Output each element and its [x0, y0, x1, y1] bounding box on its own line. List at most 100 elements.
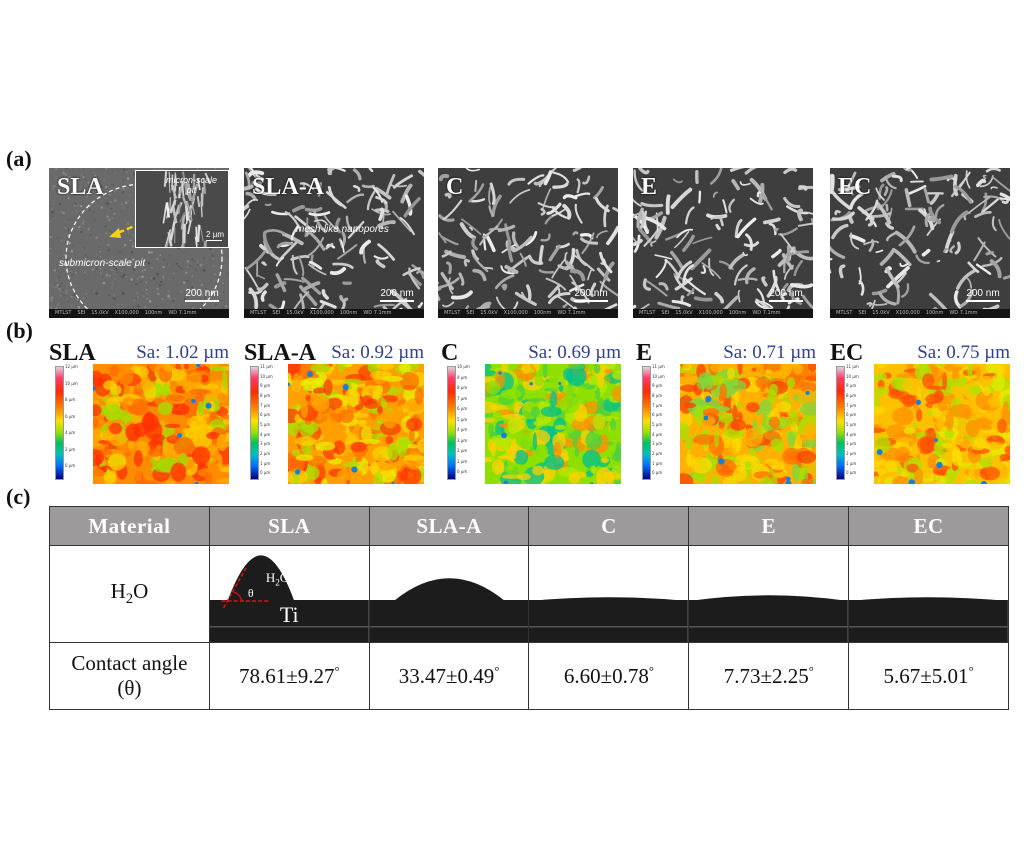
- color-scale-tick: 8 µm: [457, 385, 468, 391]
- color-scale-tick: 1 µm: [652, 460, 663, 466]
- degree-symbol: °: [494, 663, 500, 678]
- color-scale-tick: 4 µm: [457, 427, 468, 433]
- color-scale-tick: 10 µm: [65, 380, 78, 386]
- submicron-annotation: submicron-scale pit: [59, 258, 146, 269]
- color-scale-tick: 11 µm: [652, 364, 665, 369]
- color-scale-tick: 10 µm: [846, 373, 859, 379]
- sem-texture: [438, 168, 618, 318]
- height-map: [93, 364, 229, 484]
- panel-label-b: (b): [6, 318, 33, 343]
- color-scale-tick: 9 µm: [457, 374, 468, 380]
- color-scale-tick: 4 µm: [652, 431, 663, 437]
- color-scale-bar: [836, 366, 845, 480]
- sem-inset: micron-scale pit 2 µm: [135, 170, 229, 248]
- color-scale-tick: 1 µm: [260, 460, 271, 466]
- color-scale-tick: 1 µm: [846, 460, 857, 466]
- color-scale-tick: 8 µm: [65, 397, 76, 403]
- topography-e: E Sa: 0.71 µm 11 µm 10 µm 9 µm 8 µm 7 µm 6 µm 5 …: [636, 340, 816, 490]
- color-scale-tick: 5 µm: [457, 416, 468, 422]
- color-scale-tick: 10 µm: [652, 373, 665, 379]
- scale-bar: 200 nm: [574, 288, 608, 302]
- contact-angle-e: 7.73±2.25°: [688, 642, 850, 710]
- panel-label-a: (a): [6, 146, 32, 171]
- color-scale-tick: 8 µm: [652, 392, 663, 398]
- sem-image-ec: EC 200 nm MTLST SEI 15.0kV X100,000 100nm WD 7.…: [830, 168, 1010, 318]
- h2o-row-label: H2O: [49, 545, 210, 643]
- sem-label: C: [446, 174, 464, 200]
- sem-texture: [633, 168, 813, 318]
- color-scale-tick: 6 µm: [65, 413, 76, 419]
- color-scale-tick: 0 µm: [652, 470, 663, 476]
- sem-texture: [830, 168, 1010, 318]
- height-map: [680, 364, 816, 484]
- color-scale-tick: 6 µm: [457, 406, 468, 412]
- contact-angle-row: Contact angle (θ) 78.61±9.27° 33.47±0.49…: [49, 642, 1009, 710]
- sem-image-e: E 200 nm MTLST SEI 15.0kV X100,000 100nm WD 7.1…: [633, 168, 813, 318]
- scale-bar: 200 nm: [380, 288, 414, 302]
- contact-angle-label-line1: Contact angle: [71, 651, 188, 675]
- header-sla: SLA: [208, 506, 370, 546]
- droplet-image-sla: Ti H2O θ: [208, 545, 370, 643]
- water-droplet: [393, 578, 505, 601]
- height-map: [485, 364, 621, 484]
- sem-texture: [244, 168, 424, 318]
- color-scale-bar: [250, 366, 259, 480]
- sem-meta-strip: MTLST SEI 15.0kV X100,000 100nm WD 7.1mm: [830, 309, 1010, 318]
- color-scale-bar: [55, 366, 64, 480]
- degree-symbol: °: [648, 663, 654, 678]
- table-header-row: Material SLA SLA-A C E EC: [49, 506, 1009, 546]
- color-scale-bar: [447, 366, 456, 480]
- header-e: E: [688, 506, 850, 546]
- color-scale-tick: 4 µm: [260, 431, 271, 437]
- color-scale-tick: 3 µm: [457, 437, 468, 443]
- sem-meta-strip: MTLST SEI 15.0kV X100,000 100nm WD 7.1mm: [49, 309, 229, 318]
- color-scale-tick: 4 µm: [65, 430, 76, 436]
- topography-label: SLA: [49, 340, 96, 366]
- inset-scale-bar: 2 µm: [206, 230, 224, 241]
- droplet-svg: [369, 578, 529, 642]
- header-material: Material: [49, 506, 210, 546]
- sem-meta-strip: MTLST SEI 15.0kV X100,000 100nm WD 7.1mm: [244, 309, 424, 318]
- scale-bar-label: 200 nm: [769, 288, 803, 299]
- sem-image-sla-a: SLA-A 200 nm MTLST SEI 15.0kV X100,000 100nm WD…: [244, 168, 424, 318]
- scale-bar: 200 nm: [185, 288, 219, 302]
- color-scale-tick: 9 µm: [260, 383, 271, 389]
- sa-value: Sa: 0.75 µm: [917, 342, 1010, 363]
- color-scale-tick: 0 µm: [65, 463, 76, 469]
- color-scale-tick: 1 µm: [457, 458, 468, 464]
- panel-label-c: (c): [6, 484, 31, 509]
- droplet-image-e: [688, 545, 850, 643]
- contact-angle-label: Contact angle (θ): [49, 642, 210, 710]
- sem-meta-strip: MTLST SEI 15.0kV X100,000 100nm WD 7.1mm: [438, 309, 618, 318]
- color-scale-tick: 0 µm: [457, 469, 468, 475]
- sem-meta-strip: MTLST SEI 15.0kV X100,000 100nm WD 7.1mm: [633, 309, 813, 318]
- water-droplet: [227, 555, 295, 601]
- color-scale-tick: 5 µm: [652, 421, 663, 427]
- sem-label: SLA: [57, 174, 104, 200]
- color-scale-tick: 2 µm: [65, 446, 76, 452]
- color-scale-tick: 9 µm: [652, 383, 663, 389]
- water-droplet: [849, 597, 1008, 601]
- color-scale-tick: 11 µm: [846, 364, 859, 369]
- color-scale-tick: 0 µm: [846, 470, 857, 476]
- angle-value: 33.47±0.49: [398, 663, 495, 688]
- inset-annotation: micron-scale pit: [166, 175, 218, 195]
- color-scale-tick: 7 µm: [846, 402, 857, 408]
- scale-bar-label: 200 nm: [966, 288, 1000, 299]
- color-scale-tick: 3 µm: [652, 441, 663, 447]
- water-droplet: [689, 595, 849, 601]
- color-scale-tick: 6 µm: [846, 412, 857, 418]
- scale-bar-label: 200 nm: [574, 288, 608, 299]
- scale-bar-label: 200 nm: [185, 288, 219, 299]
- degree-symbol: °: [808, 663, 814, 678]
- color-scale-tick: 6 µm: [652, 412, 663, 418]
- sem-image-c: C 200 nm MTLST SEI 15.0kV X100,000 100nm WD 7.1…: [438, 168, 618, 318]
- color-scale-tick: 2 µm: [260, 450, 271, 456]
- water-droplet: [529, 597, 689, 601]
- degree-symbol: °: [968, 663, 974, 678]
- topography-sla-a: SLA-A Sa: 0.92 µm 11 µm 10 µm 9 µm 8 µm 7 µm 6 …: [244, 340, 424, 490]
- header-sla-a: SLA-A: [368, 506, 530, 546]
- contact-angle-label-line2: (θ): [117, 676, 142, 700]
- droplet-svg: [849, 597, 1008, 642]
- droplet-image-c: [528, 545, 690, 643]
